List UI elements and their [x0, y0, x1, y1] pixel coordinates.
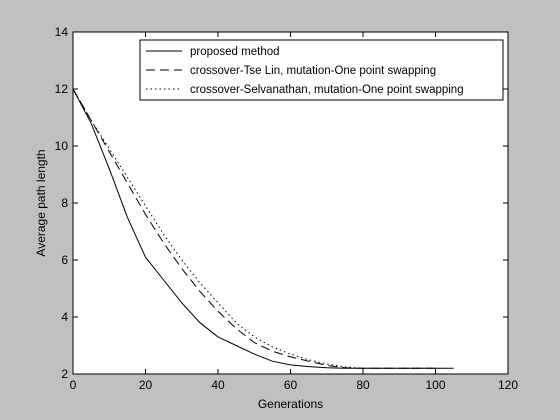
x-tick-label: 20	[139, 378, 153, 392]
y-tick-label: 14	[55, 25, 69, 39]
y-tick-label: 10	[55, 139, 69, 153]
legend: proposed method crossover-Tse Lin, mutati…	[139, 39, 504, 101]
legend-box	[139, 39, 504, 101]
axis-ticks: 0 20 40 60 80 100 120 2 4 6 8 10 12 14	[55, 25, 519, 392]
y-tick-label: 8	[61, 196, 68, 210]
x-tick-label: 100	[425, 378, 445, 392]
series-line-2	[72, 88, 436, 369]
legend-entry-3: crossover-Selvanathan, mutation-One poin…	[190, 84, 464, 96]
x-tick-label: 120	[498, 378, 518, 392]
y-tick-label: 2	[61, 367, 68, 381]
x-axis-label: Generations	[258, 397, 323, 411]
x-tick-label: 80	[356, 378, 370, 392]
x-tick-label: 60	[284, 378, 298, 392]
x-tick-label: 40	[211, 378, 225, 392]
y-axis-label: Average path length	[34, 149, 48, 256]
legend-entry-2: crossover-Tse Lin, mutation-One point sw…	[190, 65, 436, 77]
series-layer	[72, 88, 454, 369]
y-tick-label: 4	[61, 310, 68, 324]
y-tick-label: 12	[55, 82, 69, 96]
x-tick-label: 0	[70, 378, 77, 392]
y-tick-label: 6	[61, 253, 68, 267]
legend-entry-1: proposed method	[190, 46, 280, 58]
